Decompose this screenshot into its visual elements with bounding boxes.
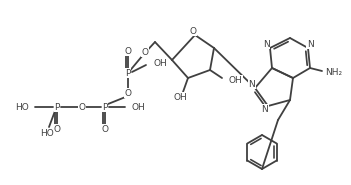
Text: P: P <box>102 102 108 112</box>
Text: O: O <box>141 48 148 56</box>
Text: N: N <box>249 80 256 88</box>
Text: N: N <box>261 105 269 114</box>
Text: HO: HO <box>15 102 29 112</box>
Text: P: P <box>54 102 60 112</box>
Text: OH: OH <box>229 75 243 85</box>
Text: O: O <box>125 88 132 97</box>
Text: HO: HO <box>40 129 54 137</box>
Text: O: O <box>190 26 197 36</box>
Text: O: O <box>53 125 60 134</box>
Text: N: N <box>263 40 269 48</box>
Text: P: P <box>125 68 131 78</box>
Text: O: O <box>79 102 86 112</box>
Text: OH: OH <box>173 92 187 102</box>
Text: NH₂: NH₂ <box>325 68 342 77</box>
Text: OH: OH <box>154 58 168 68</box>
Text: O: O <box>101 125 108 134</box>
Text: O: O <box>125 46 132 56</box>
Text: OH: OH <box>132 102 146 112</box>
Text: N: N <box>307 40 313 48</box>
